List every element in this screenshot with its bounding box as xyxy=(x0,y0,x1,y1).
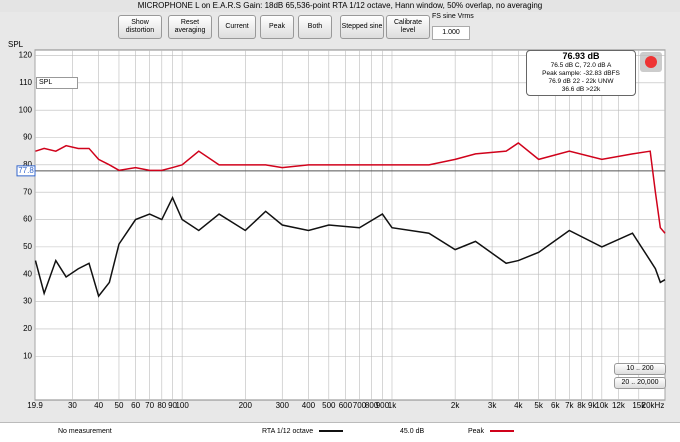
unit-select[interactable]: SPL xyxy=(36,77,78,89)
x-tick-label: 30 xyxy=(68,401,77,410)
legend-text: No measurement xyxy=(58,428,112,435)
x-tick-label: 7k xyxy=(565,401,574,410)
legend-swatch xyxy=(489,430,514,433)
window-title: MICROPHONE L on E.A.R.S Gain: 18dB 65,53… xyxy=(0,0,680,12)
reference-label: 77.8 xyxy=(18,166,34,175)
x-tick-label: 12k xyxy=(612,401,626,410)
zoom-button[interactable]: 10 .. 200 xyxy=(614,363,666,375)
info-box: 76.93 dB 76.5 dB C, 72.0 dB A Peak sampl… xyxy=(526,50,636,96)
button[interactable]: Show distortion xyxy=(118,15,162,39)
y-tick-label: 70 xyxy=(23,187,32,196)
x-tick-label: 9k xyxy=(588,401,597,410)
x-tick-label: 400 xyxy=(302,401,316,410)
y-tick-label: 90 xyxy=(23,133,32,142)
x-tick-label: 100 xyxy=(175,401,189,410)
series-line xyxy=(35,142,666,234)
x-tick-label: 40 xyxy=(94,401,103,410)
x-tick-label: 900 xyxy=(376,401,390,410)
x-tick-label: 8k xyxy=(577,401,586,410)
legend-level: 45.0 dB xyxy=(400,428,425,435)
legend-bar: No measurement RTA 1/12 octave 45.0 dB P… xyxy=(0,422,680,442)
info-weighted: 76.5 dB C, 72.0 dB A xyxy=(550,62,612,69)
info-level: 76.93 dB xyxy=(562,51,600,61)
series-line xyxy=(34,195,666,298)
y-tick-label: 60 xyxy=(23,215,32,224)
y-tick-label: 80 xyxy=(23,160,32,169)
y-tick-label: 30 xyxy=(23,297,32,306)
x-tick-label: 60 xyxy=(131,401,140,410)
y-tick-label: 20 xyxy=(23,324,32,333)
x-tick-label: 90 xyxy=(168,401,177,410)
button[interactable]: Current xyxy=(218,15,256,39)
reference-label-box xyxy=(16,165,36,177)
fs-input[interactable]: 1.000 xyxy=(432,26,470,40)
button[interactable]: Both xyxy=(298,15,332,39)
y-tick-label: 110 xyxy=(19,78,32,87)
x-tick-label: 20kHz xyxy=(642,401,665,410)
info-unweighted: 76.9 dB 22 - 22k UNW xyxy=(548,78,614,85)
y-tick-label: 10 xyxy=(23,351,32,360)
x-tick-label: 4k xyxy=(514,401,523,410)
legend-entry: Peak xyxy=(468,428,514,435)
x-tick-label: 50 xyxy=(115,401,124,410)
info-peak: Peak sample: -32.83 dBFS xyxy=(542,70,620,77)
y-tick-label: 100 xyxy=(19,105,33,114)
x-tick-label: 10k xyxy=(595,401,609,410)
y-tick-label: 120 xyxy=(19,51,33,60)
x-tick-label: 6k xyxy=(551,401,560,410)
x-tick-label: 19.9 xyxy=(27,401,43,410)
legend-swatch xyxy=(319,430,344,433)
x-tick-label: 700 xyxy=(353,401,367,410)
legend-entry: RTA 1/12 octave xyxy=(262,428,344,435)
x-tick-label: 500 xyxy=(322,401,336,410)
y-tick-label: 40 xyxy=(23,269,32,278)
x-tick-label: 80 xyxy=(157,401,166,410)
x-tick-label: 1k xyxy=(388,401,397,410)
x-tick-label: 2k xyxy=(451,401,460,410)
x-tick-label: 15k xyxy=(632,401,646,410)
toolbar: Show distortion Reset averaging Current … xyxy=(0,13,680,43)
x-tick-label: 5k xyxy=(534,401,543,410)
button[interactable]: Reset averaging xyxy=(168,15,212,39)
button[interactable]: Calibrate level xyxy=(386,15,430,39)
y-axis-label: SPL xyxy=(8,40,24,49)
button[interactable]: Stepped sine xyxy=(340,15,384,39)
x-tick-label: 3k xyxy=(488,401,497,410)
x-tick-label: 800 xyxy=(365,401,379,410)
x-tick-label: 300 xyxy=(276,401,290,410)
y-tick-label: 50 xyxy=(23,242,32,251)
x-tick-label: 70 xyxy=(145,401,154,410)
info-above: 36.6 dB >22k xyxy=(561,86,601,93)
fs-label: FS sine Vrms xyxy=(432,13,474,20)
zoom-button[interactable]: 20 .. 20,000 xyxy=(614,377,666,389)
record-icon xyxy=(645,56,657,68)
x-tick-label: 200 xyxy=(239,401,253,410)
button[interactable]: Peak xyxy=(260,15,294,39)
x-tick-label: 600 xyxy=(339,401,353,410)
plot-area xyxy=(34,49,666,401)
